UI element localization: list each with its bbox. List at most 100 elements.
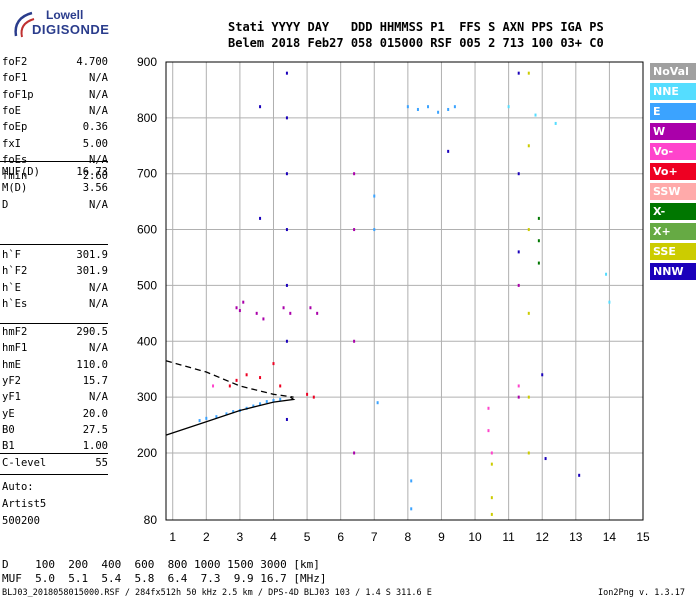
echo-point [373, 194, 376, 198]
param-row: M(D) 3.56 [2, 182, 108, 196]
param-label: hmF1 [2, 342, 28, 355]
x-tick-label: 4 [270, 530, 277, 544]
x-tick-label: 11 [502, 530, 515, 544]
param-label: B1 [2, 440, 15, 453]
param-value: 301.9 [76, 249, 108, 261]
echo-point [285, 172, 288, 176]
param-row: hmE 110.0 [2, 359, 108, 373]
digisonde-logo: Lowell DIGISONDE [8, 6, 110, 46]
param-row: D N/A [2, 199, 108, 213]
echo-point [252, 404, 255, 408]
y-tick-label: 400 [137, 334, 157, 348]
param-row: h`F2 301.9 [2, 265, 108, 279]
param-label: foEs [2, 153, 28, 166]
legend-item: SSE [650, 243, 696, 260]
param-label: h`F [2, 249, 21, 261]
plot-ticks: 1 2 3 4 5 6 7 8 9 10 11 12 13 14 158020030040050060070… [137, 55, 650, 544]
param-row: foF2 4.700 [2, 56, 108, 70]
echo-point [312, 395, 315, 399]
param-label: fmin [2, 170, 28, 183]
param-value: N/A [89, 88, 108, 101]
echo-point [255, 311, 258, 315]
x-tick-label: 1 [169, 530, 176, 544]
param-label: h`E [2, 281, 21, 294]
echo-point [353, 451, 356, 455]
echo-point [490, 496, 493, 500]
x-tick-label: 6 [337, 530, 344, 544]
echo-point [259, 402, 262, 406]
echo-point [447, 107, 450, 111]
y-tick-label: 800 [137, 111, 157, 125]
param-value: 5.00 [82, 137, 108, 150]
x-tick-label: 3 [237, 530, 244, 544]
auto-code: 500200 [2, 515, 40, 527]
param-row: hmF1 N/A [2, 342, 108, 356]
x-tick-label: 7 [371, 530, 378, 544]
y-tick-label: 300 [137, 390, 157, 404]
param-value: 3.56 [82, 182, 108, 195]
echo-point [541, 373, 544, 377]
auto-artist: Artist5 [2, 498, 47, 510]
param-value: 20.0 [82, 407, 108, 420]
param-row: fxI 5.00 [2, 138, 108, 152]
echo-point [527, 311, 530, 315]
param-label: foF2 [2, 56, 28, 68]
param-label: yF1 [2, 391, 21, 404]
echo-point [316, 311, 319, 315]
param-value: N/A [89, 297, 108, 310]
echo-point [487, 429, 490, 433]
param-row: yF2 15.7 [2, 375, 108, 389]
x-tick-label: 10 [468, 530, 482, 544]
x-tick-label: 5 [304, 530, 311, 544]
echo-point [490, 462, 493, 466]
param-divider [0, 323, 108, 324]
echo-point [259, 105, 262, 109]
echo-point [353, 228, 356, 232]
echo-point [507, 105, 510, 109]
echo-point [289, 311, 292, 315]
param-label: foF1 [2, 72, 28, 85]
y-tick-label: 500 [137, 278, 157, 292]
legend-item: Vo+ [650, 163, 696, 180]
param-value: N/A [89, 281, 108, 294]
param-divider [0, 244, 108, 245]
echo-point [285, 417, 288, 421]
echo-point [517, 172, 520, 176]
echo-point [279, 397, 282, 401]
param-label: foE [2, 104, 21, 117]
echo-point [537, 216, 540, 220]
echo-point [376, 401, 379, 405]
echo-point [285, 116, 288, 120]
echo-point [410, 479, 413, 483]
y-tick-label: 80 [144, 513, 158, 527]
logo-swoosh-icon [14, 11, 35, 38]
param-value: N/A [89, 153, 108, 166]
x-tick-label: 2 [203, 530, 210, 544]
d-row: D 100 200 400 600 800 1000 1500 3000 [km… [2, 558, 320, 571]
header-values: Belem 2018 Feb27 058 015000 RSF 005 2 71… [228, 36, 604, 50]
param-row: h`Es N/A [2, 298, 108, 312]
echo-point [410, 507, 413, 511]
echo-point [517, 71, 520, 75]
param-label: h`F2 [2, 265, 28, 278]
param-label: D [2, 198, 9, 211]
echo-point [235, 306, 238, 310]
param-row: h`F 301.9 [2, 249, 108, 263]
logo-line2: DIGISONDE [32, 22, 110, 37]
legend-item: W [650, 123, 696, 140]
echo-point [490, 512, 493, 516]
param-label: yE [2, 407, 15, 420]
echo-point [242, 300, 245, 304]
x-tick-label: 9 [438, 530, 445, 544]
echo-point [215, 415, 218, 419]
param-value: 0.36 [82, 121, 108, 134]
param-label: C-level [2, 457, 47, 469]
echo-point [517, 283, 520, 287]
param-value: 16.73 [76, 166, 108, 178]
param-label: hmE [2, 358, 21, 371]
profile-line [165, 396, 296, 436]
echo-point [537, 261, 540, 265]
param-divider [0, 474, 108, 475]
echo-point [225, 412, 228, 416]
param-value: N/A [89, 104, 108, 117]
